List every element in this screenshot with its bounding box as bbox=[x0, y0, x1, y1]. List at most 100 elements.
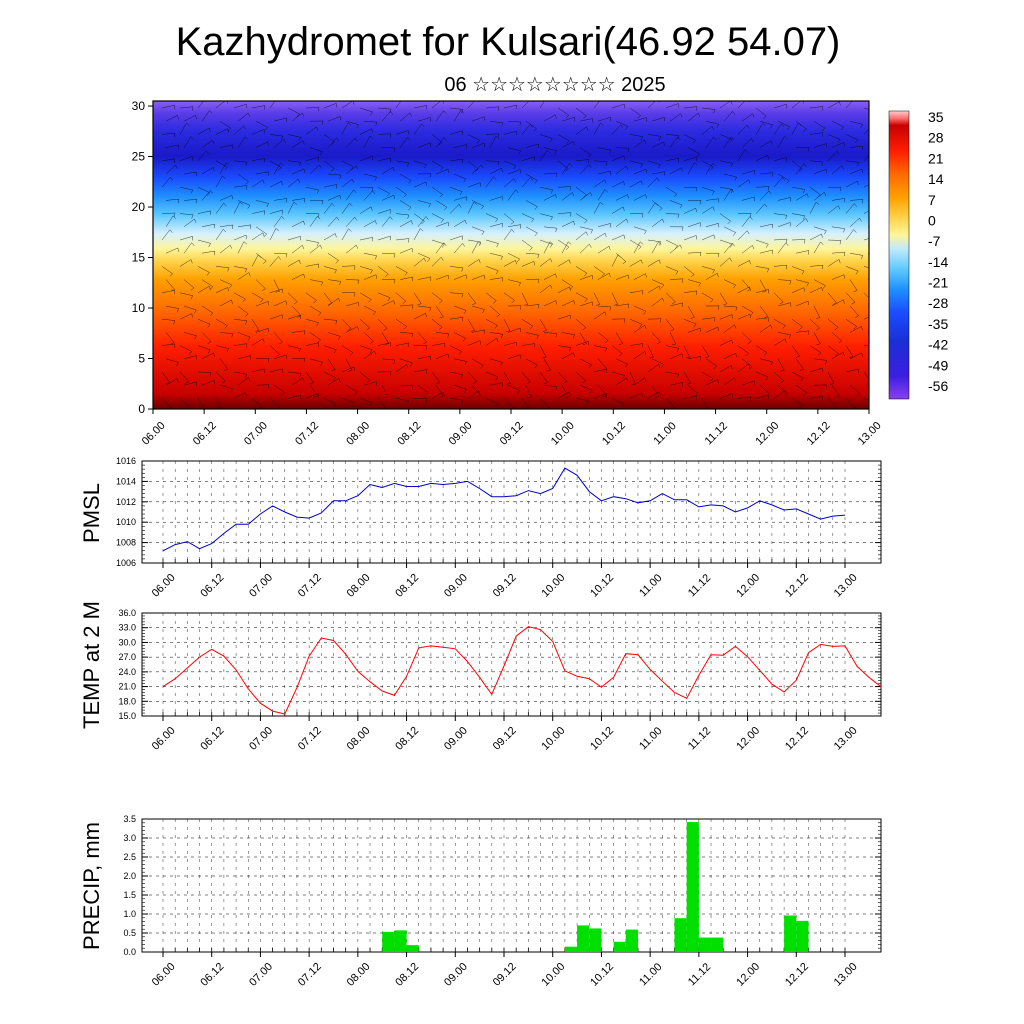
wind-barb-flag bbox=[461, 293, 464, 298]
wind-barb-flag bbox=[658, 364, 661, 369]
wind-barb-flag bbox=[849, 356, 854, 359]
wind-barb-flag bbox=[212, 167, 215, 172]
wind-barb bbox=[305, 239, 319, 243]
wind-barb-flag bbox=[429, 173, 432, 178]
wind-barb bbox=[453, 144, 467, 148]
wind-barb bbox=[471, 164, 482, 175]
wind-barb-flag bbox=[498, 106, 500, 111]
wind-barb bbox=[651, 241, 659, 254]
wind-barb-flag bbox=[320, 362, 323, 366]
wind-barb bbox=[651, 385, 659, 397]
wind-barb-flag bbox=[436, 381, 441, 385]
wind-barb bbox=[737, 286, 750, 294]
wind-barb-flag bbox=[493, 176, 497, 180]
wind-barb bbox=[327, 116, 341, 122]
wind-barb bbox=[687, 112, 699, 122]
wind-barb bbox=[525, 385, 532, 398]
wind-barb-flag bbox=[582, 343, 587, 346]
x-tick-label: 10.00 bbox=[539, 572, 567, 600]
wind-barb bbox=[309, 244, 321, 254]
wind-barb bbox=[845, 203, 855, 214]
wind-barb-flag bbox=[565, 115, 569, 119]
wind-barb bbox=[723, 353, 736, 360]
wind-barb-flag bbox=[569, 186, 572, 191]
wind-barb-flag bbox=[717, 253, 720, 258]
wind-barb-flag bbox=[523, 304, 528, 306]
wind-barb bbox=[665, 398, 675, 409]
wind-barb-flag bbox=[316, 189, 319, 194]
wind-barb-flag bbox=[555, 228, 558, 233]
wind-barb bbox=[161, 371, 171, 383]
wind-barb bbox=[795, 193, 808, 201]
wind-barb-flag bbox=[281, 181, 283, 186]
wind-barb bbox=[863, 210, 869, 214]
wind-barb-flag bbox=[443, 207, 448, 211]
wind-barb-flag bbox=[533, 261, 535, 266]
wind-barb bbox=[471, 226, 485, 232]
wind-barb bbox=[323, 233, 336, 241]
wind-barb bbox=[309, 216, 318, 227]
wind-barb bbox=[291, 168, 305, 175]
wind-barb-flag bbox=[172, 215, 177, 219]
wind-barb bbox=[161, 318, 175, 321]
wind-barb bbox=[525, 173, 538, 181]
wind-barb bbox=[273, 117, 287, 122]
wind-barb-flag bbox=[856, 393, 861, 397]
wind-barb bbox=[269, 209, 283, 214]
wind-barb-flag bbox=[546, 369, 551, 372]
wind-barb bbox=[525, 304, 539, 307]
wind-barb bbox=[759, 324, 771, 333]
wind-barb bbox=[741, 138, 752, 148]
wind-barb-flag bbox=[371, 187, 374, 192]
wind-barb bbox=[777, 173, 790, 181]
wind-barb bbox=[777, 332, 791, 336]
wind-barb-flag bbox=[447, 333, 450, 338]
y-tick-label: 3.5 bbox=[123, 814, 136, 824]
wind-barb-flag bbox=[763, 352, 768, 356]
wind-barb-flag bbox=[298, 137, 301, 142]
wind-barb bbox=[575, 341, 589, 346]
wind-barb-flag bbox=[843, 274, 845, 279]
wind-barb-flag bbox=[231, 195, 233, 200]
wind-barb-flag bbox=[686, 382, 691, 385]
heatmap-x-tick-label: 07.00 bbox=[242, 420, 270, 448]
wind-barb-flag bbox=[495, 403, 499, 407]
wind-barb-flag bbox=[874, 112, 876, 115]
wind-barb bbox=[611, 181, 624, 188]
wind-barb bbox=[683, 134, 696, 141]
colorbar-label: 14 bbox=[928, 171, 944, 187]
precip-bar bbox=[686, 822, 699, 952]
wind-barb bbox=[705, 326, 718, 333]
x-tick-label: 08.00 bbox=[345, 961, 373, 989]
wind-barb bbox=[471, 142, 485, 148]
wind-barb-flag bbox=[639, 324, 643, 328]
wind-barb bbox=[575, 159, 589, 162]
wind-barb bbox=[579, 243, 590, 254]
x-tick-label: 09.00 bbox=[442, 572, 470, 600]
wind-barb-flag bbox=[208, 286, 211, 291]
wind-barb-flag bbox=[243, 125, 246, 130]
wind-barb bbox=[489, 223, 503, 228]
wind-barb bbox=[507, 169, 521, 175]
wind-barb bbox=[291, 112, 303, 122]
wind-barb bbox=[593, 292, 601, 305]
wind-barb-flag bbox=[366, 327, 370, 331]
wind-barb-flag bbox=[245, 161, 248, 166]
wind-barb-flag bbox=[226, 162, 230, 166]
wind-barb-flag bbox=[440, 167, 444, 171]
wind-barb bbox=[179, 106, 193, 109]
wind-barb bbox=[287, 107, 300, 115]
wind-barb-flag bbox=[542, 330, 547, 332]
wind-barb bbox=[273, 332, 283, 343]
wind-barb-flag bbox=[694, 162, 698, 166]
wind-barb bbox=[777, 222, 791, 228]
wind-barb bbox=[273, 300, 287, 307]
wind-barb-flag bbox=[213, 380, 215, 385]
wind-barb bbox=[233, 185, 247, 188]
wind-barb-flag bbox=[335, 233, 337, 238]
wind-barb-flag bbox=[370, 269, 373, 274]
wind-barb bbox=[809, 202, 817, 214]
wind-barb bbox=[741, 216, 751, 227]
wind-barb-flag bbox=[338, 336, 341, 340]
wind-barb bbox=[309, 279, 323, 283]
